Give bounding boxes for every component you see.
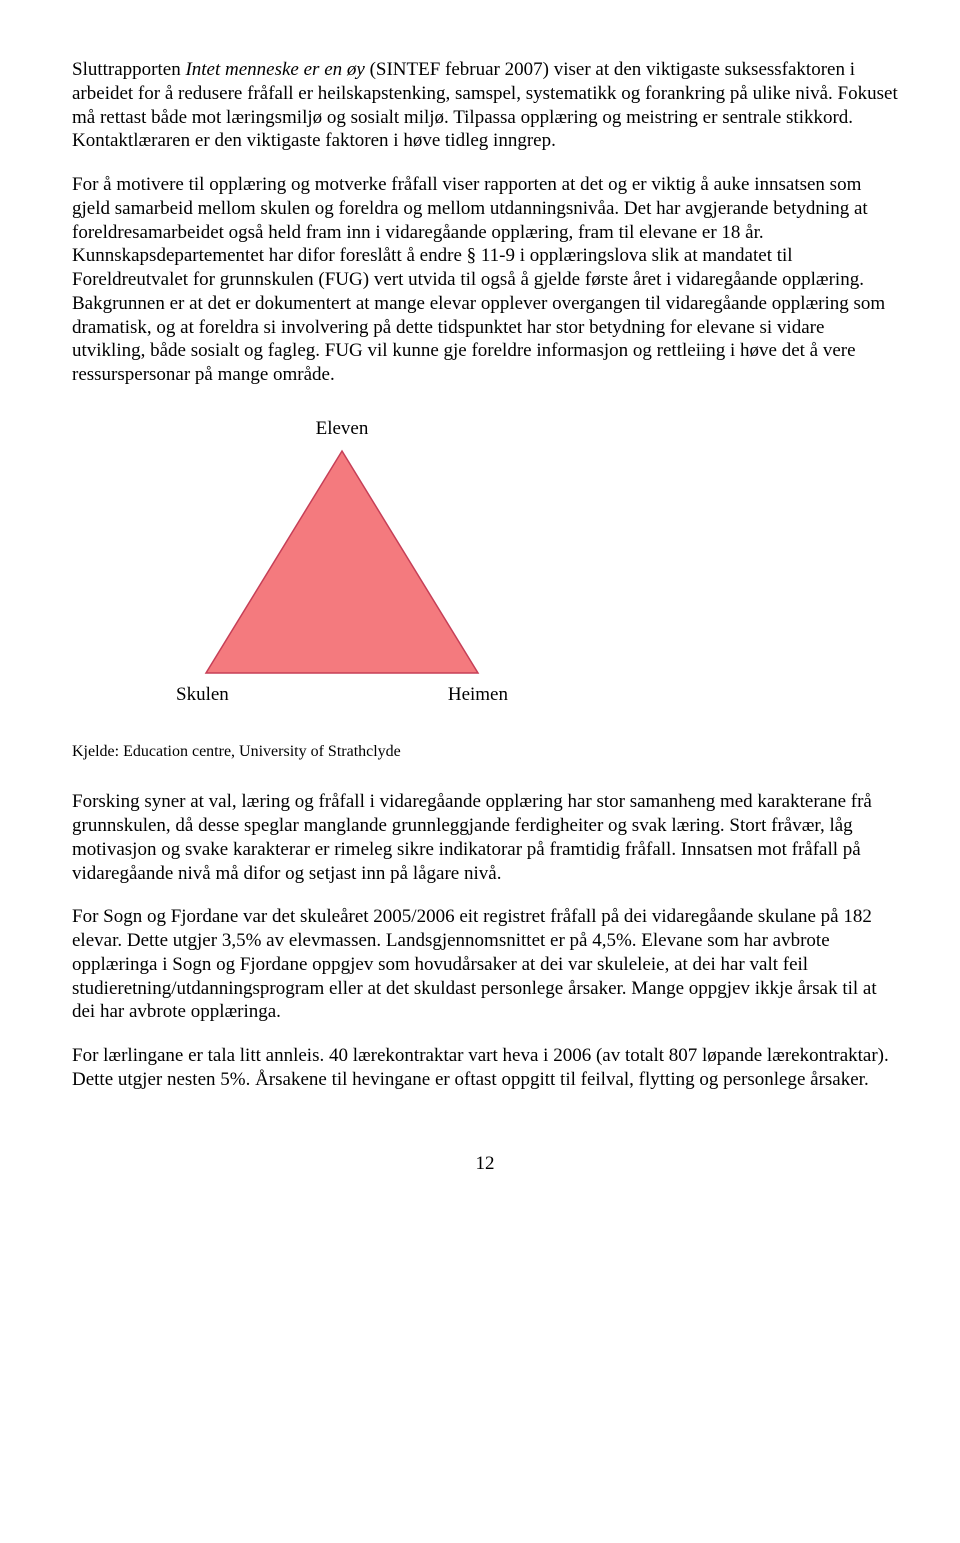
triangle-shape bbox=[202, 447, 482, 677]
triangle-polygon bbox=[206, 451, 478, 673]
triangle-diagram: Eleven Skulen Heimen bbox=[172, 417, 512, 707]
triangle-label-top: Eleven bbox=[316, 417, 369, 441]
page-number: 12 bbox=[72, 1152, 898, 1176]
paragraph-1: Sluttrapporten Intet menneske er en øy (… bbox=[72, 58, 898, 153]
report-title-italic: Intet menneske er en øy bbox=[185, 59, 364, 80]
paragraph-3: Forsking syner at val, læring og fråfall… bbox=[72, 790, 898, 885]
source-citation: Kjelde: Education centre, University of … bbox=[72, 742, 898, 762]
paragraph-5: For lærlingane er tala litt annleis. 40 … bbox=[72, 1044, 898, 1092]
paragraph-4: For Sogn og Fjordane var det skuleåret 2… bbox=[72, 905, 898, 1024]
para1-pre: Sluttrapporten bbox=[72, 59, 185, 80]
triangle-label-right: Heimen bbox=[448, 683, 508, 707]
triangle-bottom-label-row: Skulen Heimen bbox=[172, 683, 512, 707]
triangle-top-label-row: Eleven bbox=[172, 417, 512, 441]
paragraph-2: For å motivere til opplæring og motverke… bbox=[72, 173, 898, 387]
triangle-label-left: Skulen bbox=[176, 683, 229, 707]
